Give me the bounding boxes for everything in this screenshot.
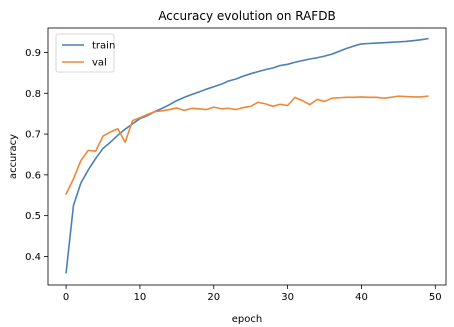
x-tick-label: 10 [134, 292, 147, 303]
series-layer [65, 37, 429, 274]
x-tick-label: 50 [429, 292, 442, 303]
legend-label-val: val [92, 58, 107, 69]
legend: train val [55, 33, 115, 73]
plot-area [47, 27, 447, 286]
y-axis-ticks: 0.4 0.5 0.6 0.7 0.8 0.9 [25, 48, 48, 263]
series-line-train [65, 37, 429, 274]
x-axis-ticks: 0 10 20 30 40 50 [63, 285, 442, 303]
series-line-val [65, 95, 429, 195]
x-tick-label: 30 [281, 292, 294, 303]
y-tick-label: 0.6 [25, 170, 41, 181]
y-tick-label: 0.5 [25, 211, 41, 222]
x-tick-label: 40 [355, 292, 368, 303]
y-tick-label: 0.7 [25, 130, 41, 141]
y-tick-label: 0.4 [25, 252, 41, 263]
x-tick-label: 20 [207, 292, 220, 303]
y-axis-label: accuracy [8, 134, 19, 179]
y-tick-label: 0.9 [25, 48, 41, 59]
y-tick-label: 0.8 [25, 89, 41, 100]
x-tick-label: 0 [63, 292, 69, 303]
x-axis-label: epoch [232, 314, 262, 325]
legend-label-train: train [92, 41, 115, 52]
chart-title: Accuracy evolution on RAFDB [158, 9, 335, 23]
